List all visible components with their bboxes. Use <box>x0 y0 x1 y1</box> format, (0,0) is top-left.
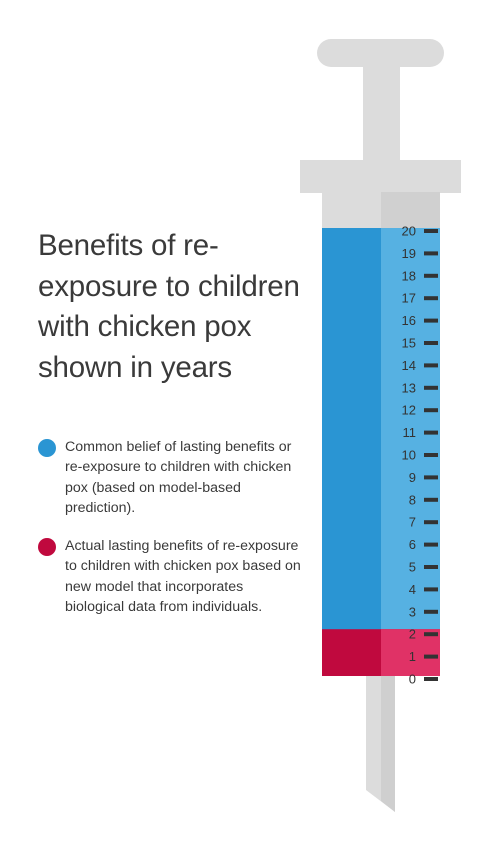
legend-dot-blue <box>38 439 56 457</box>
tick-label-0: 0 <box>409 672 416 687</box>
tick-mark-9 <box>424 475 438 480</box>
tick-label-13: 13 <box>402 380 416 395</box>
tick-label-12: 12 <box>402 403 416 418</box>
tick-label-1: 1 <box>409 649 416 664</box>
tick-label-19: 19 <box>402 246 416 261</box>
tick-label-18: 18 <box>402 268 416 283</box>
bar-blue-highlight <box>381 228 440 676</box>
bar-red-highlight <box>381 629 440 676</box>
tick-label-17: 17 <box>402 291 416 306</box>
tick-label-10: 10 <box>402 448 416 463</box>
chart-title: Benefits of re-exposure to children with… <box>38 229 300 384</box>
syringe-needle-shade <box>381 676 395 812</box>
bar-layer <box>322 228 440 676</box>
tick-label-11: 11 <box>403 425 417 440</box>
syringe-body <box>300 39 461 812</box>
tick-label-14: 14 <box>402 358 416 373</box>
legend-text-common-belief: Common belief of lasting benefits or re-… <box>65 439 292 516</box>
syringe-barrel-top-shade <box>381 192 440 228</box>
tick-mark-12 <box>424 408 438 413</box>
tick-mark-10 <box>424 453 438 457</box>
tick-label-7: 7 <box>409 515 416 530</box>
tick-mark-13 <box>424 385 438 390</box>
tick-label-5: 5 <box>409 560 416 575</box>
legend-dot-red <box>38 538 56 556</box>
tick-mark-5 <box>424 565 438 569</box>
tick-label-8: 8 <box>409 492 416 507</box>
tick-label-15: 15 <box>402 336 416 351</box>
tick-label-4: 4 <box>409 582 416 597</box>
tick-mark-7 <box>424 520 438 525</box>
tick-mark-0 <box>424 677 438 681</box>
tick-mark-4 <box>424 587 438 592</box>
tick-mark-20 <box>424 229 438 233</box>
tick-mark-3 <box>424 609 438 614</box>
tick-mark-19 <box>424 251 438 256</box>
tick-label-3: 3 <box>409 604 416 619</box>
tick-mark-6 <box>424 542 438 547</box>
legend-text-actual-benefits: Actual lasting benefits of re-exposure t… <box>65 538 301 615</box>
tick-mark-2 <box>424 632 438 637</box>
tick-mark-8 <box>424 497 438 502</box>
tick-label-2: 2 <box>409 627 416 642</box>
tick-label-9: 9 <box>409 470 416 485</box>
tick-mark-15 <box>424 341 438 345</box>
tick-mark-14 <box>424 363 438 368</box>
tick-mark-1 <box>424 654 438 659</box>
tick-label-20: 20 <box>402 224 416 239</box>
tick-mark-18 <box>424 273 438 278</box>
tick-label-6: 6 <box>409 537 416 552</box>
plunger-cap <box>317 39 444 67</box>
tick-mark-16 <box>424 318 438 323</box>
syringe-flange <box>300 160 461 193</box>
legend-item-actual-benefits: Actual lasting benefits of re-exposure t… <box>38 536 301 636</box>
legend-item-common-belief: Common belief of lasting benefits or re-… <box>38 437 300 521</box>
plunger-rod <box>363 66 400 166</box>
tick-mark-11 <box>424 430 438 435</box>
tick-mark-17 <box>424 296 438 301</box>
tick-label-16: 16 <box>402 313 416 328</box>
